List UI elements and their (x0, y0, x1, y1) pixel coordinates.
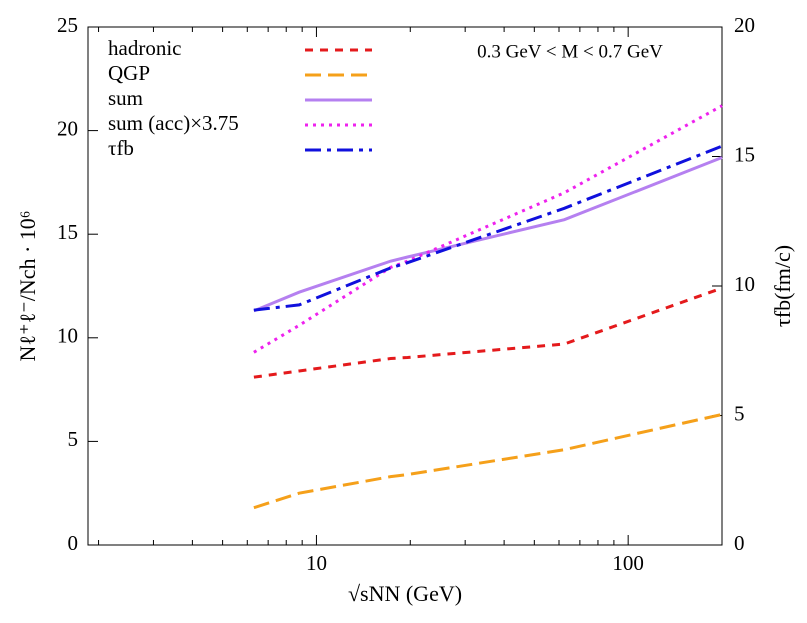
y-tick-label: 5 (68, 427, 79, 451)
y-tick-label: 20 (57, 116, 78, 140)
series-line (253, 413, 723, 510)
y-tick-label: 25 (57, 13, 78, 37)
plot-frame (87, 26, 723, 546)
legend-label: hadronic (108, 36, 181, 60)
legend-label: sum (acc)×3.75 (108, 111, 239, 135)
y-tick-label: 15 (57, 220, 78, 244)
x-tick-label: 10 (306, 551, 327, 575)
series-line (253, 286, 723, 379)
y2-tick-label: 20 (734, 13, 755, 37)
y2-axis-label: τfb(fm/c) (770, 245, 795, 327)
legend-label: τfb (108, 136, 134, 160)
y2-tick-label: 5 (734, 401, 745, 425)
annotation: 0.3 GeV < M < 0.7 GeV (477, 41, 663, 62)
x-axis-label: √sNN (GeV) (348, 581, 462, 606)
y2-tick-label: 10 (734, 272, 755, 296)
series-line (253, 104, 723, 354)
series-line (253, 144, 723, 312)
y-tick-label: 0 (68, 531, 79, 555)
y2-tick-label: 0 (734, 531, 745, 555)
x-tick-label: 100 (612, 551, 644, 575)
legend-label: sum (108, 86, 143, 110)
legend-label: QGP (108, 61, 150, 85)
series-line (253, 156, 723, 313)
y2-tick-label: 15 (734, 142, 755, 166)
y-tick-label: 10 (57, 324, 78, 348)
y-axis-label: Nℓ⁺ℓ⁻/Nch · 10⁶ (15, 211, 40, 362)
